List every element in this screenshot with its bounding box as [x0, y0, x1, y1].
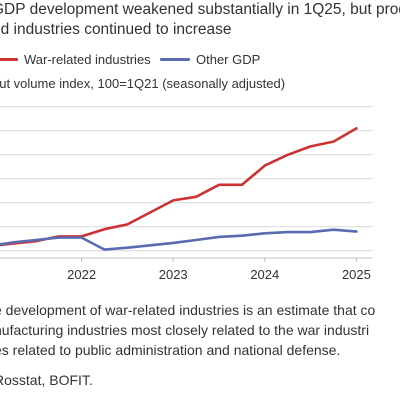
y-axis-label: out volume index, 100=1Q21 (seasonally a…: [0, 76, 286, 91]
title-line-2: ed industries continued to increase: [0, 21, 232, 38]
footnote-line-3: es related to public administration and …: [0, 342, 341, 358]
x-tick-label-2025: 2025: [342, 267, 371, 280]
x-tick-label-2022: 2022: [67, 267, 96, 280]
x-tick-label-2023: 2023: [159, 267, 188, 280]
legend-label-other: Other GDP: [196, 52, 261, 67]
series-line-other-gdp: [0, 228, 358, 251]
footnote: e development of war-related industries …: [0, 300, 400, 360]
legend: War-related industries Other GDP: [0, 52, 400, 70]
x-tick-label-2024: 2024: [250, 267, 279, 280]
title-line-1: GDP development weakened substantially i…: [0, 1, 400, 18]
footnote-line-2: nufacturing industries most closely rela…: [0, 322, 370, 338]
legend-swatch-war: [0, 58, 18, 61]
line-chart: 2022 2023 2024 2025: [0, 106, 372, 280]
source-note: Rosstat, BOFIT.: [0, 372, 93, 388]
series-line-war-related: [0, 127, 358, 247]
legend-swatch-other: [160, 58, 190, 61]
chart-title: GDP development weakened substantially i…: [0, 0, 400, 40]
legend-item-other: Other GDP: [160, 52, 260, 67]
footnote-line-1: e development of war-related industries …: [0, 302, 376, 318]
legend-label-war: War-related industries: [24, 52, 151, 67]
legend-item-war: War-related industries: [0, 52, 151, 67]
